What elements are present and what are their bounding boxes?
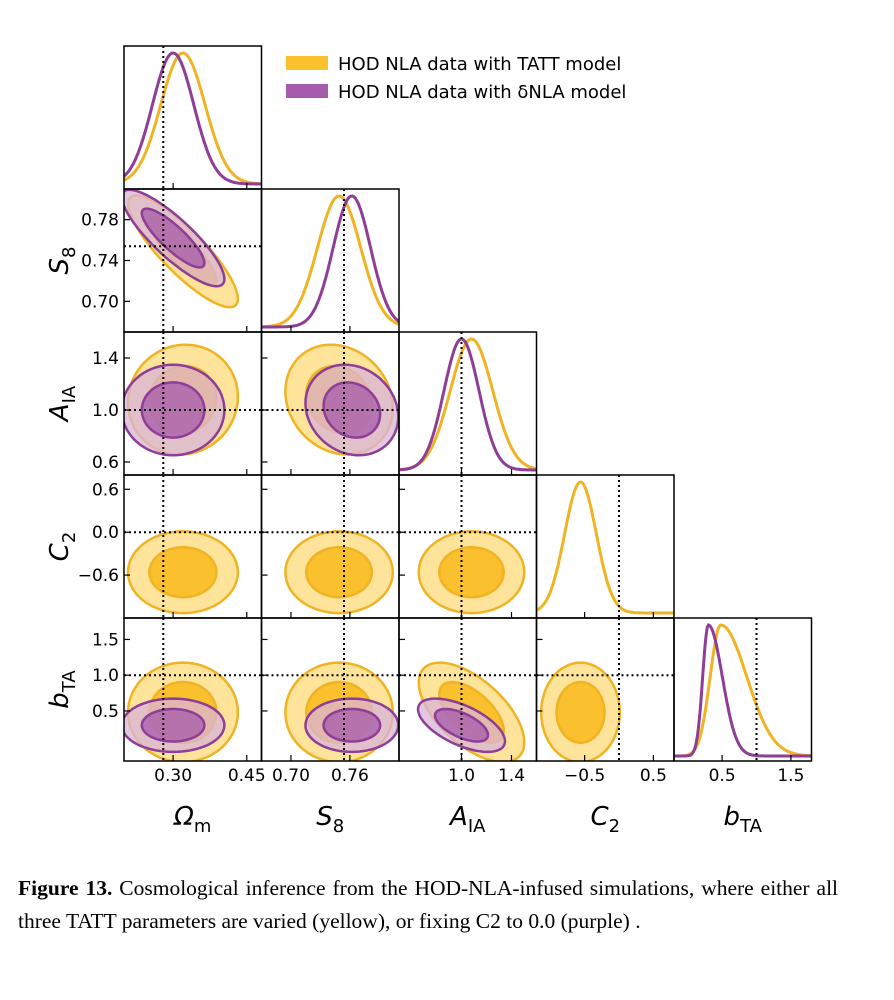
- x-tick-label: 1.0: [448, 766, 475, 786]
- y-tick-label: 0.5: [92, 702, 119, 722]
- x-tick-label: 0.30: [154, 766, 192, 786]
- y-tick-label: 0.0: [92, 523, 119, 543]
- panel-C2-vs-C2: [536, 475, 674, 618]
- figure-caption: Figure 13. Cosmological inference from t…: [18, 872, 838, 938]
- panel-bTA-vs-bTA: [674, 618, 812, 761]
- x-tick-label: 1.4: [498, 766, 525, 786]
- y-tick-label: 0.78: [81, 211, 119, 231]
- panel-S8-vs-Om: [124, 189, 262, 332]
- caption-label: Figure 13.: [18, 876, 113, 900]
- panel-AIA-vs-S8: [261, 332, 399, 475]
- x-tick-label: 0.70: [272, 766, 310, 786]
- legend-swatch-dnla: [286, 84, 328, 98]
- y-tick-label: 1.4: [92, 349, 119, 369]
- panel-bTA-vs-AIA: [399, 618, 537, 761]
- panel-C2-vs-Om: [124, 475, 262, 618]
- marginal-curve-C2: [536, 480, 674, 615]
- x-tick-label: 0.5: [640, 766, 667, 786]
- panel-frame: [535, 474, 675, 619]
- legend-swatch-tatt: [286, 56, 328, 70]
- marginal-curve-Om: [124, 51, 262, 186]
- panel-AIA-vs-AIA: [399, 332, 537, 475]
- x-tick-label: 0.5: [709, 766, 736, 786]
- y-tick-label: 1.0: [92, 666, 119, 686]
- x-tick-label: −0.5: [564, 766, 605, 786]
- y-tick-label: −0.6: [78, 566, 119, 586]
- panel-AIA-vs-Om: [124, 332, 262, 475]
- contour-68-C2-AIA: [438, 546, 505, 599]
- contour-68-AIA-Om: [140, 381, 206, 439]
- contour-68-bTA-Om: [140, 707, 206, 743]
- y-axis-label-bTA: bTA: [45, 670, 80, 709]
- y-axis-label-C2: C2: [45, 532, 80, 562]
- x-tick-label: 0.45: [228, 766, 266, 786]
- marginal-curve-Om: [124, 51, 262, 186]
- legend-label-dnla: HOD NLA data with δNLA model: [338, 82, 626, 103]
- legend: HOD NLA data with TATT model HOD NLA dat…: [286, 54, 626, 103]
- panel-frame: [673, 617, 813, 762]
- panel-S8-vs-S8: [261, 189, 399, 332]
- y-tick-label: 1.0: [92, 401, 119, 421]
- y-axis-label-S8: S8: [45, 247, 80, 275]
- x-axis-label-C2: C2: [590, 802, 620, 837]
- panel-C2-vs-S8: [261, 475, 399, 618]
- x-axis-label-Om: Ωm: [173, 802, 211, 837]
- marginal-curve-bTA: [674, 623, 812, 758]
- corner-panels: 0.30 0.45 0.70 0.76 1.0 1.4 −0.5 0.5 0.5 1.5 0.70 0…: [45, 45, 813, 837]
- x-axis-label-bTA: bTA: [724, 802, 763, 837]
- y-tick-label: 0.70: [81, 292, 119, 312]
- contour-68-C2-Om: [148, 546, 218, 599]
- corner-plot: 0.30 0.45 0.70 0.76 1.0 1.4 −0.5 0.5 0.5 1.5 0.70 0…: [45, 45, 813, 837]
- contour-68-bTA-C2: [555, 680, 606, 744]
- y-tick-label: 0.6: [92, 453, 119, 473]
- marginal-curve-S8: [261, 194, 399, 329]
- marginal-curve-bTA: [674, 623, 812, 758]
- x-tick-label: 0.76: [331, 766, 369, 786]
- panel-C2-vs-AIA: [399, 475, 537, 618]
- x-tick-label: 1.5: [777, 766, 804, 786]
- panel-bTA-vs-C2: [536, 618, 674, 761]
- x-axis-label-AIA: AIA: [448, 802, 486, 837]
- legend-label-tatt: HOD NLA data with TATT model: [338, 54, 621, 75]
- contour-68-bTA-S8: [322, 707, 382, 743]
- contour-68-S8-Om: [140, 207, 206, 269]
- contour-68-C2-S8: [305, 546, 374, 599]
- y-tick-label: 1.5: [92, 630, 119, 650]
- marginal-curve-S8: [261, 194, 399, 329]
- panel-bTA-vs-Om: [124, 618, 262, 761]
- panel-bTA-vs-S8: [261, 618, 399, 761]
- x-axis-label-S8: S8: [316, 802, 344, 837]
- y-tick-label: 0.6: [92, 480, 119, 500]
- y-axis-label-AIA: AIA: [45, 385, 80, 423]
- marginal-curve-AIA: [399, 337, 537, 472]
- contour-68-bTA-AIA: [433, 707, 490, 743]
- marginal-curve-AIA: [399, 337, 537, 472]
- panel-Om-vs-Om: [124, 46, 262, 189]
- y-tick-label: 0.74: [81, 252, 119, 272]
- caption-text: Cosmological inference from the HOD-NLA-…: [18, 876, 839, 933]
